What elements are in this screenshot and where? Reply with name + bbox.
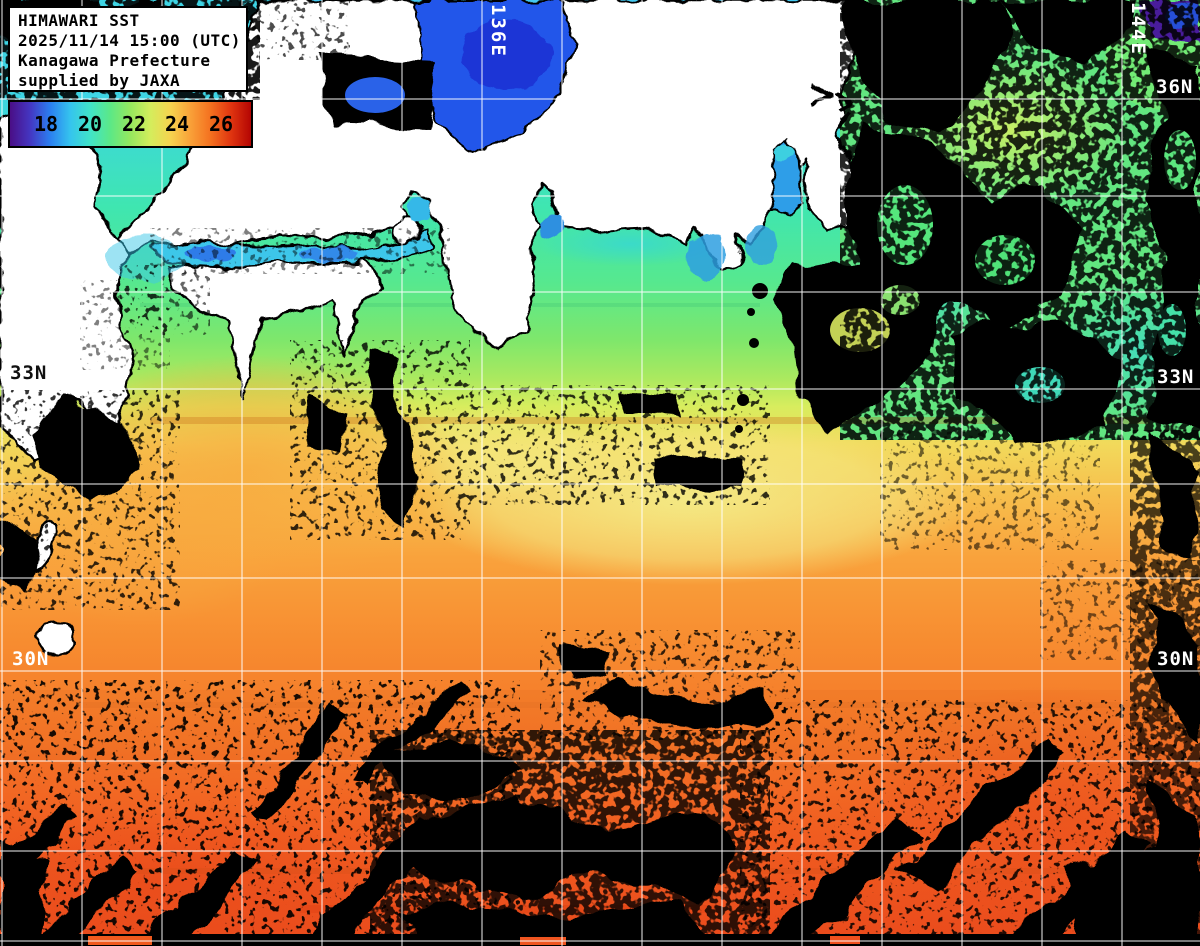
colorbar-gradient — [10, 102, 251, 146]
colorbar-tick-22: 22 — [121, 112, 147, 136]
credit: supplied by JAXA — [18, 71, 181, 90]
colorbar-tick-24: 24 — [164, 112, 190, 136]
region-name: Kanagawa Prefecture — [18, 51, 211, 70]
colorbar-ticks: 18 20 22 24 26 — [10, 102, 251, 146]
colorbar: 18 20 22 24 26 — [8, 100, 253, 148]
colorbar-tick-26: 26 — [208, 112, 234, 136]
timestamp: 2025/11/14 15:00 (UTC) — [18, 31, 241, 50]
title-box: HIMAWARI SST 2025/11/14 15:00 (UTC) Kana… — [8, 6, 248, 92]
product-title: HIMAWARI SST — [18, 11, 140, 30]
colorbar-tick-20: 20 — [77, 112, 103, 136]
colorbar-tick-18: 18 — [33, 112, 59, 136]
